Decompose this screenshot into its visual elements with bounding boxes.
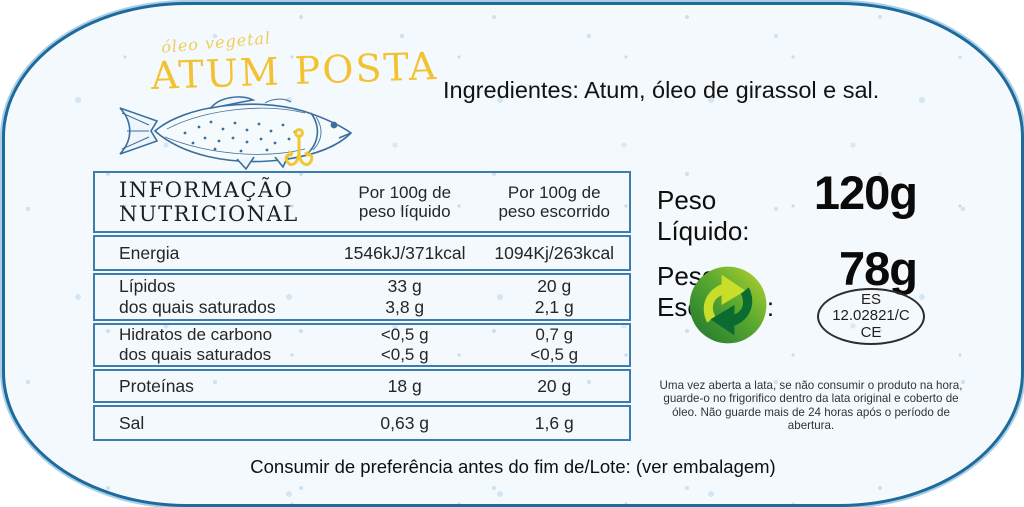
row-value-drained: 1,6 g: [534, 412, 574, 433]
cert-country: ES: [860, 290, 881, 308]
row-label: Proteínas: [119, 375, 194, 396]
nutrition-table: INFORMAÇÃO NUTRICIONAL Por 100g de peso …: [93, 171, 631, 441]
storage-instructions: Uma vez aberta a lata, se não consumir o…: [659, 379, 963, 433]
certification-oval: ES 12.02821/C CE: [817, 288, 925, 345]
row-value-liquid: 1546kJ/371kcal: [343, 242, 466, 263]
net-weight-label: Peso Líquido:: [657, 185, 750, 246]
row-value-drained: 20 g: [537, 375, 572, 396]
row-value-drained: 0,7 g: [535, 325, 574, 344]
row-value-drained: 1094Kj/263kcal: [494, 242, 615, 263]
net-weight-value: 120g: [813, 166, 918, 219]
row-value-liquid: <0,5 g: [380, 325, 429, 344]
row-sublabel: dos quais saturados: [119, 297, 276, 317]
row-value-liquid: 0,63 g: [380, 412, 430, 433]
row-subvalue-liquid: <0,5 g: [380, 345, 429, 364]
row-label: Lípidos: [119, 276, 176, 296]
row-label: Energia: [119, 242, 180, 263]
nutrition-row-hidratos: Hidratos de carbono dos quais saturados …: [93, 323, 631, 367]
row-label: Hidratos de carbono: [119, 325, 273, 344]
row-value-liquid: 18 g: [387, 375, 422, 396]
nutrition-row-proteinas: Proteínas 18 g 20 g: [93, 369, 631, 403]
expiry-note: Consumir de preferência antes do fim de/…: [250, 456, 776, 477]
cert-ce: CE: [860, 323, 882, 341]
column-header-liquid: Por 100g de peso líquido: [358, 183, 452, 221]
row-subvalue-drained: 2,1 g: [534, 297, 574, 317]
nutrition-row-sal: Sal 0,63 g 1,6 g: [93, 405, 631, 441]
nutrition-row-lipidos: Lípidos dos quais saturados 33 g 3,8 g 2…: [93, 273, 631, 321]
nutrition-row-energia: Energia 1546kJ/371kcal 1094Kj/263kcal: [93, 235, 631, 271]
drained-weight-value: 78g: [839, 242, 918, 295]
row-subvalue-drained: <0,5 g: [530, 345, 579, 364]
nutrition-table-header: INFORMAÇÃO NUTRICIONAL Por 100g de peso …: [93, 171, 631, 233]
row-value-drained: 20 g: [537, 276, 572, 296]
fish-illustration-icon: [119, 96, 353, 171]
nutrition-table-title: INFORMAÇÃO NUTRICIONAL: [119, 178, 299, 226]
row-value-liquid: 33 g: [387, 276, 422, 296]
ingredients-text: Ingredientes: Atum, óleo de girassol e s…: [443, 77, 880, 103]
row-subvalue-liquid: 3,8 g: [385, 297, 425, 317]
cert-number: 12.02821/C: [832, 307, 910, 325]
column-header-drained: Por 100g de peso escorrido: [498, 183, 610, 221]
green-dot-recycling-icon: [689, 266, 767, 344]
fish-hook-icon: [284, 128, 314, 167]
row-sublabel: dos quais saturados: [119, 345, 272, 364]
row-label: Sal: [119, 412, 145, 433]
